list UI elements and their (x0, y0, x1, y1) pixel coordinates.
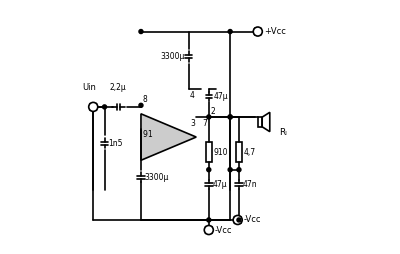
Circle shape (89, 102, 98, 112)
Circle shape (102, 105, 106, 109)
Text: 4: 4 (190, 91, 195, 100)
Polygon shape (141, 114, 196, 160)
Text: Rₗ: Rₗ (279, 128, 287, 136)
Polygon shape (262, 112, 270, 132)
Circle shape (228, 115, 232, 119)
Text: 47µ: 47µ (214, 92, 228, 101)
Text: 47n: 47n (243, 180, 257, 189)
Text: 7: 7 (203, 119, 208, 129)
Text: +Vcc: +Vcc (264, 27, 286, 36)
Bar (206, 142, 212, 162)
Circle shape (237, 218, 241, 222)
Text: 47µ: 47µ (212, 180, 227, 189)
Bar (236, 142, 242, 162)
Circle shape (207, 218, 211, 222)
Circle shape (139, 103, 143, 107)
Text: 3300µ: 3300µ (145, 173, 169, 182)
Text: -Vcc: -Vcc (244, 215, 262, 225)
Text: 9: 9 (142, 130, 147, 139)
Text: 1n5: 1n5 (108, 139, 123, 148)
Circle shape (207, 168, 211, 172)
Circle shape (228, 168, 232, 172)
Text: 3: 3 (190, 119, 195, 129)
Circle shape (139, 29, 143, 34)
Circle shape (204, 226, 213, 234)
Text: 3300µ: 3300µ (160, 52, 185, 61)
Circle shape (228, 29, 232, 34)
Text: 2,2µ: 2,2µ (110, 83, 127, 92)
Polygon shape (258, 117, 262, 127)
Circle shape (228, 115, 232, 119)
Text: 2: 2 (210, 107, 215, 116)
Circle shape (207, 115, 211, 119)
Text: -Vcc: -Vcc (215, 226, 232, 234)
Text: 910: 910 (213, 148, 228, 157)
Circle shape (253, 27, 262, 36)
Text: 4,7: 4,7 (244, 148, 256, 157)
Text: 8: 8 (142, 95, 147, 104)
Circle shape (233, 215, 242, 225)
Text: 1: 1 (147, 130, 152, 139)
Text: Uin: Uin (82, 83, 96, 92)
Circle shape (237, 168, 241, 172)
